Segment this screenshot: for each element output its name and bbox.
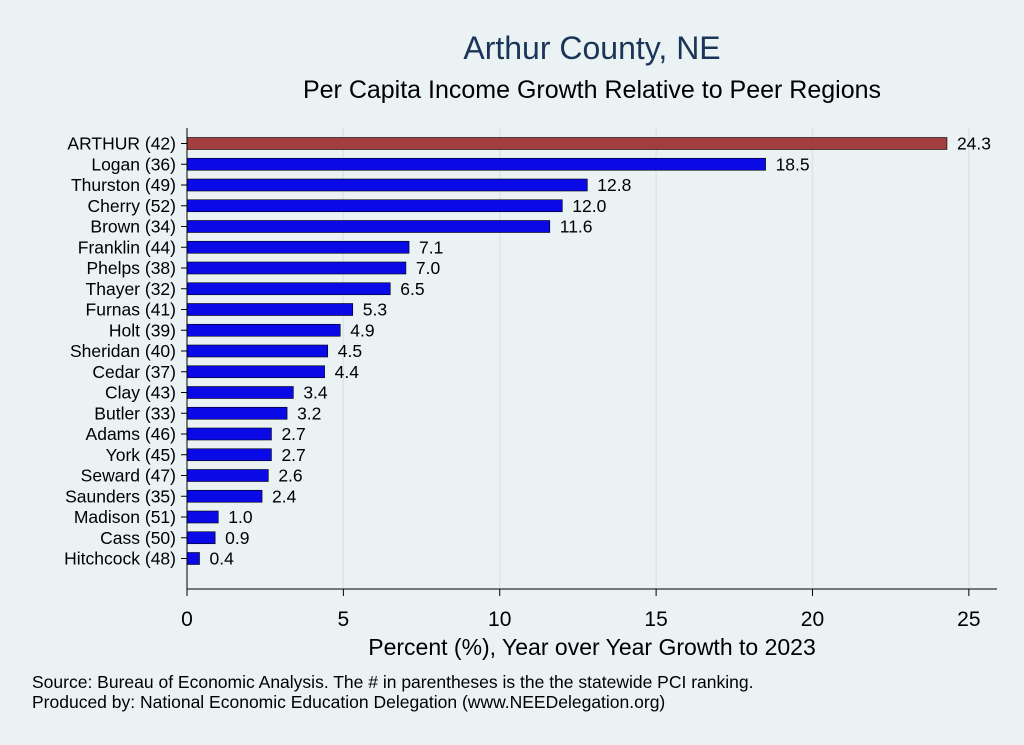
bar — [186, 531, 216, 545]
category-label: Franklin (44) — [78, 237, 176, 257]
category-label: Butler (33) — [94, 403, 176, 423]
category-label: Saunders (35) — [65, 486, 176, 506]
x-tick-label: 5 — [338, 608, 350, 631]
chart-subtitle: Per Capita Income Growth Relative to Pee… — [303, 76, 881, 104]
category-label: Madison (51) — [74, 507, 176, 527]
category-label: Adams (46) — [86, 424, 176, 444]
value-label: 2.6 — [278, 466, 302, 486]
bar — [186, 282, 391, 296]
category-label: Furnas (41) — [86, 300, 176, 320]
bar — [186, 137, 948, 150]
x-tick-label: 0 — [181, 608, 193, 631]
category-label: Holt (39) — [109, 320, 176, 340]
chart-title: Arthur County, NE — [463, 30, 720, 66]
category-label: Cherry (52) — [88, 196, 177, 216]
value-label: 7.0 — [416, 258, 441, 278]
bar — [186, 261, 407, 275]
value-label: 2.4 — [272, 486, 297, 506]
bar — [186, 510, 219, 524]
bar — [186, 199, 563, 213]
value-label: 4.4 — [335, 362, 360, 382]
category-label: Hitchcock (48) — [64, 549, 176, 569]
bar — [186, 406, 288, 420]
bar — [186, 469, 269, 482]
category-label: Sheridan (40) — [70, 341, 176, 361]
x-axis-ticks: 0 5 10 15 20 25 — [181, 589, 981, 631]
bar — [186, 448, 272, 462]
value-label: 12.0 — [572, 196, 606, 216]
value-labels: 24.3 18.5 12.812.011.6 7.17.06.5 5.34.94.54.… — [210, 134, 992, 569]
value-label: 11.6 — [560, 217, 593, 237]
bar — [186, 157, 766, 171]
value-label: 2.7 — [281, 424, 305, 444]
value-label: 24.3 — [957, 134, 991, 154]
category-label: ARTHUR (42) — [67, 134, 176, 154]
bar — [186, 323, 341, 337]
bar — [186, 552, 200, 565]
category-label: Logan (36) — [91, 154, 176, 174]
value-label: 2.7 — [281, 445, 305, 465]
value-label: 3.4 — [303, 383, 328, 403]
value-label: 12.8 — [597, 175, 631, 195]
category-label: Phelps (38) — [87, 258, 177, 278]
bars — [186, 137, 948, 565]
bar — [186, 178, 588, 192]
value-label: 0.9 — [225, 528, 249, 548]
category-label: Thurston (49) — [71, 175, 176, 195]
category-label: Cedar (37) — [92, 362, 176, 382]
bar — [186, 344, 329, 358]
bar — [186, 303, 354, 316]
producer-note: Produced by: National Economic Education… — [32, 692, 665, 712]
category-label: Thayer (32) — [86, 279, 176, 299]
gridlines — [342, 128, 970, 589]
x-tick-label: 25 — [957, 608, 980, 631]
value-label: 7.1 — [419, 237, 443, 257]
value-label: 18.5 — [776, 154, 810, 174]
category-label: Clay (43) — [105, 383, 176, 403]
source-note: Source: Bureau of Economic Analysis. The… — [32, 672, 753, 692]
x-tick-label: 10 — [488, 608, 511, 631]
bar — [186, 220, 551, 233]
bar — [186, 427, 272, 441]
value-label: 6.5 — [400, 279, 424, 299]
x-tick-label: 20 — [801, 608, 824, 631]
bar — [186, 489, 263, 503]
bar — [186, 386, 294, 399]
x-axis-title: Percent (%), Year over Year Growth to 20… — [368, 634, 816, 660]
value-label: 5.3 — [363, 300, 387, 320]
value-label: 0.4 — [210, 549, 235, 569]
x-tick-label: 15 — [644, 608, 667, 631]
value-label: 4.9 — [350, 320, 374, 340]
category-label: Brown (34) — [90, 217, 176, 237]
category-label: York (45) — [106, 445, 176, 465]
value-label: 3.2 — [297, 403, 321, 423]
bar — [186, 240, 410, 254]
category-label: Seward (47) — [81, 466, 176, 486]
bar — [186, 365, 325, 379]
value-label: 4.5 — [338, 341, 362, 361]
category-label: Cass (50) — [100, 528, 176, 548]
category-labels: ARTHUR (42)Logan (36)Thurston (49)Cherry… — [64, 134, 187, 569]
value-label: 1.0 — [228, 507, 253, 527]
